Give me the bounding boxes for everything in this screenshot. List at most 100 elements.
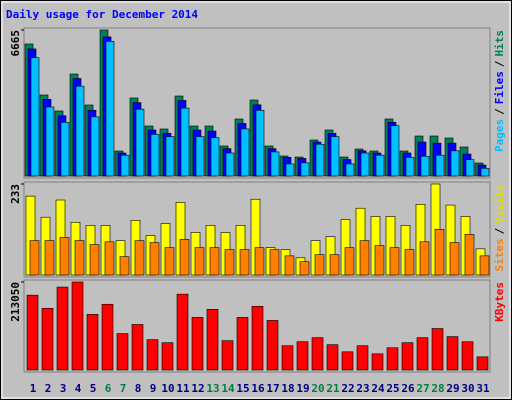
bar <box>344 247 355 276</box>
bar <box>176 293 189 371</box>
bar <box>116 333 129 371</box>
bar <box>311 337 324 371</box>
bar <box>431 328 444 371</box>
x-tick-label: 10 <box>161 382 174 395</box>
bar <box>209 247 220 276</box>
x-tick-label: 21 <box>326 382 340 395</box>
bar <box>480 168 490 177</box>
bar <box>135 108 145 177</box>
bar <box>194 247 205 276</box>
x-tick-label: 30 <box>461 382 474 395</box>
x-tick-label: 28 <box>431 382 444 395</box>
y-tick-label: 6665 <box>9 30 22 57</box>
bar <box>330 136 340 177</box>
x-tick-label: 27 <box>416 382 429 395</box>
bar <box>71 281 84 371</box>
bar <box>120 154 130 177</box>
x-tick-label: 5 <box>90 382 97 395</box>
bar <box>464 234 475 276</box>
bar <box>225 152 235 177</box>
x-tick-label: 25 <box>386 382 399 395</box>
bar <box>404 249 415 276</box>
legend: Sites / Visits <box>493 184 506 272</box>
x-tick-label: 14 <box>221 382 235 395</box>
bar <box>86 314 99 371</box>
legend: KBytes <box>493 282 506 322</box>
legend-entry: Hits <box>493 30 506 57</box>
bar <box>401 342 414 371</box>
x-tick-label: 12 <box>191 382 204 395</box>
bar <box>449 242 460 276</box>
bar <box>134 240 145 276</box>
x-tick-label: 19 <box>296 382 309 395</box>
bar <box>300 162 310 177</box>
y-tick-label: 233 <box>9 184 22 204</box>
chart-title: Daily usage for December 2014 <box>6 8 198 21</box>
x-tick-label: 23 <box>356 382 369 395</box>
bar <box>315 143 325 177</box>
bar <box>165 136 175 177</box>
bar <box>105 40 115 177</box>
bar <box>60 122 70 177</box>
bar <box>150 134 160 177</box>
bar <box>465 159 475 177</box>
bar <box>329 254 340 276</box>
bar <box>180 107 190 177</box>
bar <box>164 247 175 276</box>
bar <box>119 256 130 276</box>
bar <box>405 157 415 177</box>
bar <box>44 240 55 276</box>
bar <box>131 324 144 371</box>
bar <box>56 286 69 371</box>
bar <box>90 116 100 177</box>
x-tick-label: 2 <box>45 382 52 395</box>
bar <box>221 340 234 371</box>
bar <box>386 347 399 371</box>
x-tick-label: 24 <box>371 382 385 395</box>
bar <box>269 249 280 276</box>
bar <box>299 261 310 276</box>
x-tick-label: 9 <box>150 382 157 395</box>
bar <box>251 305 264 371</box>
bar <box>284 255 295 276</box>
bar <box>419 241 430 276</box>
bar <box>375 154 385 177</box>
bar <box>59 237 70 276</box>
bar <box>89 244 100 276</box>
bar <box>281 345 294 371</box>
legend-entry: Pages <box>493 119 506 152</box>
x-tick-label: 16 <box>251 382 265 395</box>
legend-separator: / <box>493 60 506 67</box>
bar <box>479 255 490 276</box>
x-tick-label: 20 <box>311 382 324 395</box>
bar <box>240 128 250 177</box>
bar <box>416 337 429 371</box>
bar <box>450 150 460 177</box>
x-tick-label: 6 <box>105 382 112 395</box>
x-tick-label: 1 <box>30 382 37 395</box>
bar <box>371 353 384 371</box>
bar <box>75 85 85 177</box>
bar <box>341 351 354 371</box>
bar <box>360 152 370 177</box>
bar <box>345 163 355 177</box>
bar <box>326 344 339 371</box>
bar <box>30 57 40 177</box>
x-tick-label: 4 <box>75 382 82 395</box>
y-tick-label: 213050 <box>9 282 22 322</box>
bar <box>191 317 204 371</box>
bar <box>389 247 400 276</box>
bar <box>254 247 265 276</box>
bar <box>434 229 445 276</box>
bar <box>446 336 459 371</box>
bar <box>224 249 235 276</box>
bar <box>45 106 55 177</box>
legend-entry: KBytes <box>493 282 506 322</box>
bar <box>101 303 114 371</box>
bar <box>149 242 160 276</box>
bar <box>296 341 309 371</box>
bar <box>285 163 295 177</box>
bar <box>104 241 115 276</box>
